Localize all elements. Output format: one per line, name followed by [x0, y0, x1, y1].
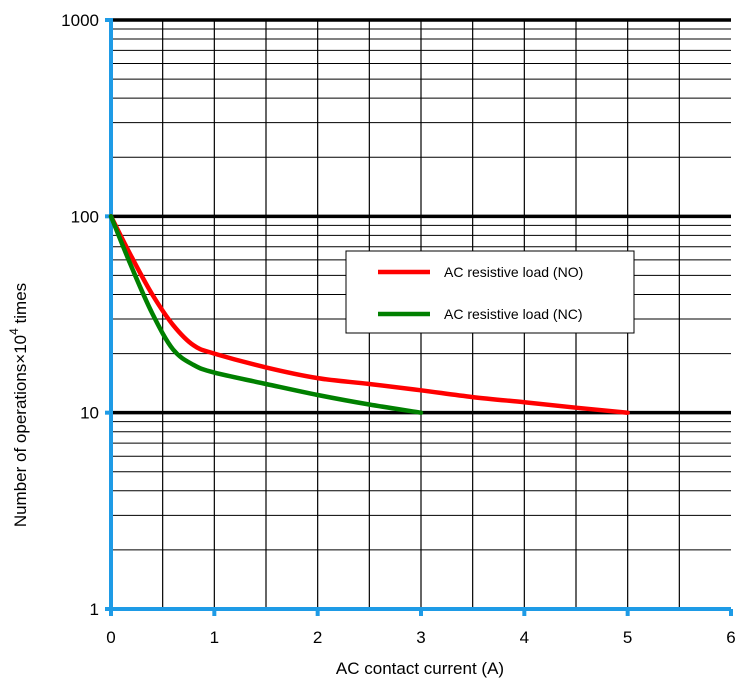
x-tick-label: 5 [623, 628, 632, 647]
axes [105, 18, 733, 616]
y-tick-label: 100 [71, 207, 99, 226]
x-tick-label: 4 [520, 628, 529, 647]
legend-label-no: AC resistive load (NO) [444, 264, 583, 280]
y-tick-label: 10 [80, 404, 99, 423]
legend-label-nc: AC resistive load (NC) [444, 306, 582, 322]
legend: AC resistive load (NO) AC resistive load… [345, 250, 635, 334]
x-axis-title: AC contact current (A) [336, 659, 504, 678]
x-tick-label: 0 [106, 628, 115, 647]
legend-box [345, 250, 635, 334]
series-layer [108, 214, 630, 415]
series-line-no [108, 214, 630, 415]
y-axis-title: Number of operations×104 times [7, 283, 30, 527]
x-tick-label: 1 [210, 628, 219, 647]
x-tick-label: 3 [416, 628, 425, 647]
x-tick-label: 6 [726, 628, 735, 647]
series-line-nc [108, 214, 424, 415]
x-tick-label: 2 [313, 628, 322, 647]
y-tick-label: 1 [90, 600, 99, 619]
y-tick-label: 1000 [61, 11, 99, 30]
